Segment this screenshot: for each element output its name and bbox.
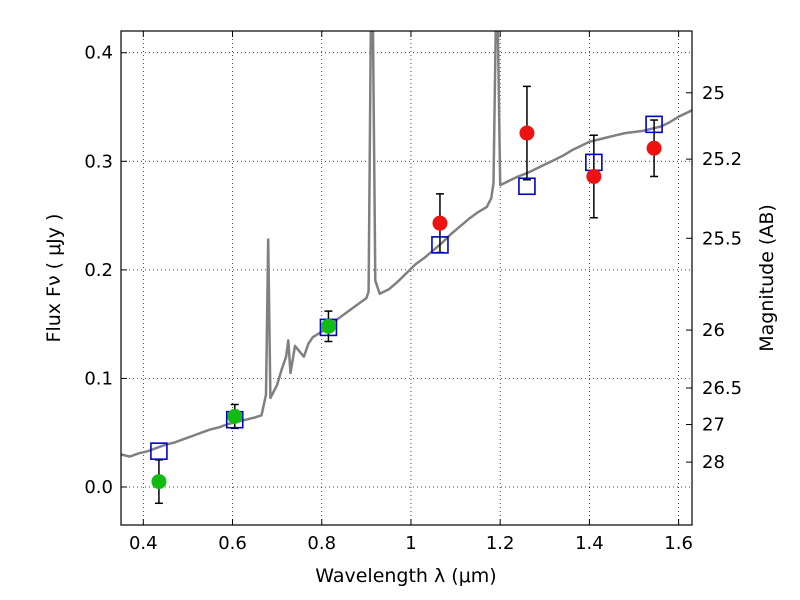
photometry-point (151, 474, 167, 490)
mag-tick-label: 27 (702, 415, 725, 436)
photometry-point (586, 168, 602, 184)
mag-tick-label: 28 (702, 452, 725, 473)
y-tick-label: 0.3 (84, 151, 113, 172)
x-tick-label: 0.8 (307, 533, 336, 554)
photometry-point (320, 318, 336, 334)
mag-tick-label: 25 (702, 83, 725, 104)
data-layer (121, 31, 692, 505)
plot-background (121, 31, 692, 525)
y-tick-label: 0.4 (84, 43, 113, 64)
x-tick-label: 1.4 (575, 533, 604, 554)
mag-tick-label: 26.5 (702, 378, 742, 399)
x-tick-label: 1.2 (486, 533, 515, 554)
y2-axis-label: Magnitude (AB) (756, 204, 778, 352)
y-tick-label: 0.0 (84, 477, 113, 498)
y-axis-label: Flux Fν ( μJy ) (43, 214, 65, 343)
photometry-point (646, 140, 662, 156)
ticks: 0.4 0.6 0.8 1 1.2 1.4 1.6 0.0 0.1 0.2 0.3 0.4 25 25.2… (84, 31, 742, 554)
y-tick-label: 0.2 (84, 260, 113, 281)
photometry-point (432, 215, 448, 231)
x-tick-label: 1 (405, 533, 416, 554)
mag-tick-label: 25.2 (702, 149, 742, 170)
mag-tick-label: 26 (702, 320, 725, 341)
model-point (518, 177, 536, 196)
photometry-point (227, 408, 243, 424)
model-point (645, 115, 663, 134)
model-point (431, 236, 449, 254)
mag-tick-label: 25.5 (702, 228, 742, 249)
photometry-point (519, 125, 535, 141)
x-axis-label: Wavelength λ (μm) (315, 565, 496, 587)
model-point (150, 442, 168, 460)
y-tick-label: 0.1 (84, 368, 113, 389)
x-tick-label: 1.6 (664, 533, 693, 554)
plot-frame (120, 30, 693, 526)
x-tick-label: 0.6 (218, 533, 247, 554)
x-tick-label: 0.4 (129, 533, 158, 554)
